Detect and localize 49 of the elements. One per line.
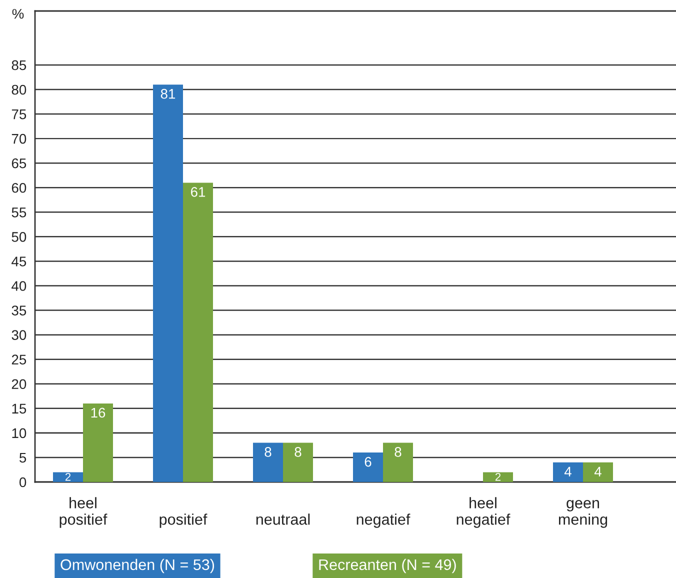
- data-label: 6: [364, 456, 372, 467]
- bar: [283, 442, 313, 482]
- y-tick-label: 45: [12, 256, 26, 266]
- y-tick-label: 40: [12, 281, 26, 291]
- y-tick-label: 15: [12, 404, 26, 414]
- bar: [583, 462, 613, 482]
- y-tick-label: 5: [20, 452, 26, 463]
- y-tick-label: 75: [12, 110, 26, 120]
- y-tick-label: 55: [12, 208, 26, 218]
- data-label: 61: [190, 187, 206, 197]
- bar: [83, 404, 113, 482]
- data-label: 2: [65, 472, 71, 481]
- text: Recreanten (N = 49): [319, 558, 456, 574]
- y-tick-label: 65: [12, 158, 26, 168]
- y-tick-label: 0: [19, 477, 26, 488]
- bar: [153, 84, 183, 482]
- y-tick-label: 30: [12, 330, 26, 340]
- y-axis-title: %: [12, 8, 24, 19]
- bar: [253, 442, 283, 482]
- x-tick-label: negatief: [356, 514, 410, 528]
- y-tick-label: 25: [12, 354, 26, 365]
- bar: [53, 472, 83, 482]
- data-label: 8: [264, 447, 272, 457]
- data-label: 81: [160, 88, 176, 99]
- x-tick-label: heel negatief: [456, 497, 510, 528]
- bar: [353, 452, 383, 482]
- x-tick-label: positief: [160, 514, 208, 528]
- bar: [553, 462, 583, 482]
- text: Omwonenden (N = 53): [60, 558, 214, 574]
- y-tick-label: 50: [12, 232, 26, 242]
- y-tick-label: 60: [12, 182, 26, 193]
- y-tick-label: 20: [12, 379, 26, 390]
- data-label: 4: [594, 466, 602, 476]
- data-label: 4: [564, 466, 572, 476]
- y-tick-label: 80: [12, 84, 26, 95]
- data-label: 8: [394, 447, 402, 457]
- y-tick-label: 35: [12, 306, 26, 316]
- data-label: 8: [294, 447, 302, 457]
- bar: [483, 472, 513, 482]
- y-tick-label: 70: [12, 134, 26, 144]
- data-label: 16: [91, 408, 106, 418]
- x-tick-label: heel positief: [60, 497, 108, 528]
- bar: [183, 182, 213, 482]
- x-tick-label: neutraal: [256, 514, 310, 525]
- x-tick-label: geen mening: [558, 500, 608, 528]
- bar: [383, 442, 413, 482]
- y-tick-label: 10: [12, 428, 26, 438]
- y-tick-label: 85: [12, 60, 26, 70]
- data-label: 2: [495, 472, 501, 481]
